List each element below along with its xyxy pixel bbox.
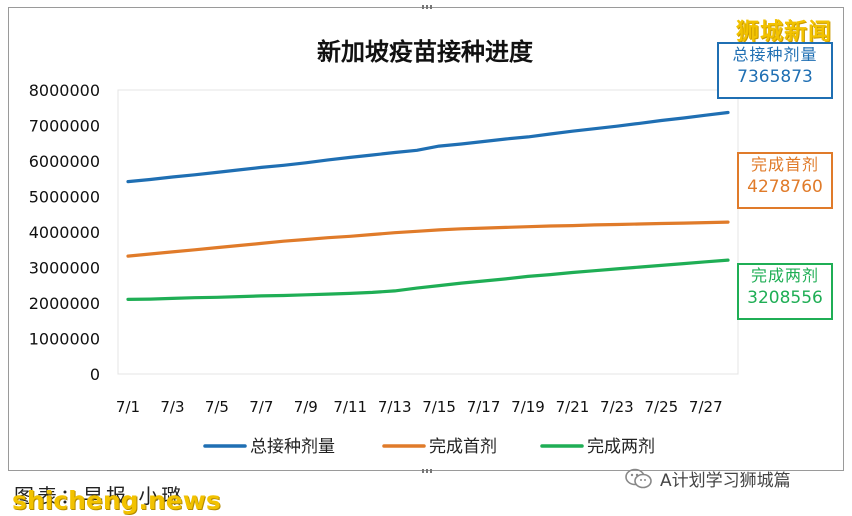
wechat-account-name: A计划学习狮城篇	[660, 471, 791, 491]
y-tick-label: 6000000	[29, 152, 100, 171]
resize-handle-top[interactable]	[422, 5, 432, 9]
x-tick-label: 7/17	[467, 398, 501, 416]
x-tick-label: 7/15	[422, 398, 456, 416]
legend-label-0: 总接种剂量	[250, 437, 335, 457]
x-tick-label: 7/9	[294, 398, 318, 416]
callout-total-label: 总接种剂量	[732, 45, 818, 64]
y-tick-label: 8000000	[29, 81, 100, 100]
x-tick-label: 7/13	[378, 398, 412, 416]
resize-handle-bottom[interactable]	[422, 469, 432, 473]
callout-total-value: 7365873	[737, 67, 813, 87]
callout-first-label: 完成首剂	[750, 155, 819, 174]
x-tick-label: 7/25	[644, 398, 678, 416]
chart-frame[interactable]	[8, 5, 844, 473]
x-tick-label: 7/1	[116, 398, 140, 416]
series-lines	[126, 110, 730, 301]
y-tick-label: 7000000	[29, 117, 100, 136]
watermark-top: 狮城新闻	[736, 19, 832, 45]
callout-second-dose: 完成两剂 3208556	[737, 263, 833, 320]
callout-second-label: 完成两剂	[750, 266, 819, 285]
y-axis-tick-labels: 0 1000000 2000000 3000000 4000000 5000000 6000…	[29, 81, 100, 384]
y-tick-label: 0	[90, 365, 100, 384]
wechat-icon	[625, 468, 652, 488]
y-tick-label: 2000000	[29, 294, 100, 313]
series-line-0	[126, 110, 730, 184]
series-line-1	[126, 220, 730, 258]
x-tick-label: 7/5	[205, 398, 229, 416]
plot-area	[117, 89, 739, 375]
x-tick-label: 7/21	[556, 398, 590, 416]
x-tick-label: 7/19	[511, 398, 545, 416]
legend: 总接种剂量 完成首剂 完成两剂	[203, 437, 655, 457]
y-tick-label: 1000000	[29, 330, 100, 349]
y-tick-label: 5000000	[29, 188, 100, 207]
x-tick-label: 7/3	[160, 398, 184, 416]
x-axis-tick-labels: 7/1 7/3 7/5 7/7 7/9 7/11 7/13 7/15 7/17 7/19 7/21 7…	[116, 398, 723, 416]
legend-label-2: 完成两剂	[587, 437, 655, 457]
caption-source: 图表：早报 小璐	[14, 484, 185, 508]
watermark-bottom: shicheng.news	[12, 486, 221, 515]
y-tick-label: 3000000	[29, 259, 100, 278]
callout-total-doses: 总接种剂量 7365873	[717, 42, 833, 99]
series-line-2	[126, 258, 730, 301]
wechat-account: A计划学习狮城篇	[624, 466, 791, 491]
chart-title: 新加坡疫苗接种进度	[317, 38, 534, 66]
x-tick-label: 7/7	[249, 398, 273, 416]
x-tick-label: 7/23	[600, 398, 634, 416]
y-tick-label: 4000000	[29, 223, 100, 242]
callout-second-value: 3208556	[747, 288, 823, 308]
x-tick-label: 7/27	[689, 398, 723, 416]
x-tick-label: 7/11	[333, 398, 367, 416]
legend-label-1: 完成首剂	[429, 437, 497, 457]
callout-first-value: 4278760	[747, 177, 823, 197]
callout-first-dose: 完成首剂 4278760	[737, 152, 833, 209]
